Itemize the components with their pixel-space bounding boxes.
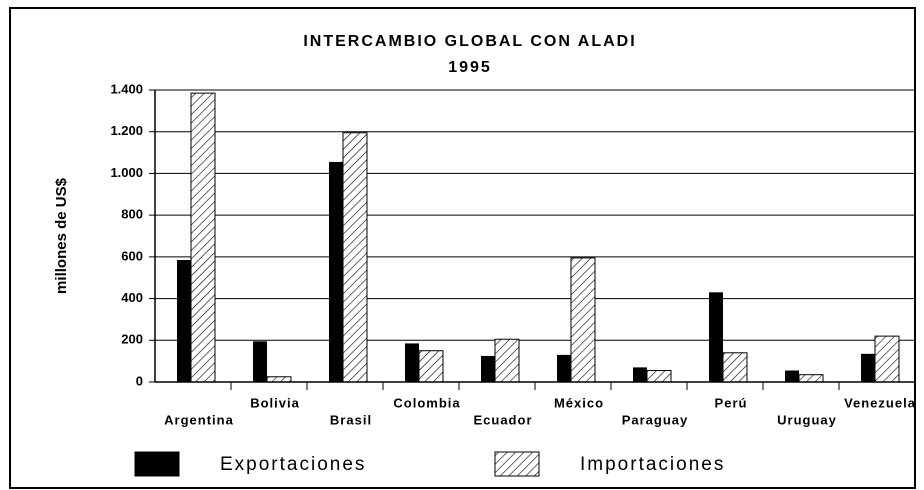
x-tick-label: Paraguay: [622, 412, 689, 427]
y-tick-label: 1.200: [110, 123, 143, 138]
legend-swatch: [134, 451, 180, 477]
x-tick-label: Colombia: [393, 395, 460, 410]
bar: [798, 374, 824, 383]
bar: [481, 355, 495, 382]
chart-subtitle: 1995: [448, 59, 492, 76]
y-tick-label: 1.400: [110, 81, 143, 96]
y-tick-label: 600: [121, 248, 143, 263]
x-tick-label: Venezuela: [844, 395, 916, 410]
bar: [253, 341, 267, 382]
chart-frame: [9, 7, 916, 489]
chart-title: INTERCAMBIO GLOBAL CON ALADI: [303, 33, 636, 50]
bar: [342, 132, 368, 383]
bar: [418, 350, 444, 383]
bar: [709, 292, 723, 382]
legend-label: Exportaciones: [220, 454, 366, 475]
y-tick-label: 0: [136, 373, 143, 388]
bar: [494, 338, 520, 383]
bar: [646, 370, 672, 383]
y-tick-label: 400: [121, 290, 143, 305]
x-tick-label: Argentina: [164, 412, 234, 427]
bar: [557, 354, 571, 382]
bar: [874, 335, 900, 383]
bar: [329, 161, 343, 382]
legend-label: Importaciones: [580, 454, 725, 475]
y-tick-label: 800: [121, 207, 143, 222]
x-tick-label: Bolivia: [250, 395, 300, 410]
y-tick-label: 1.000: [110, 165, 143, 180]
x-tick-label: Perú: [715, 395, 748, 410]
bar: [785, 370, 799, 382]
x-tick-label: Ecuador: [473, 412, 532, 427]
bar: [266, 376, 292, 383]
bar: [861, 353, 875, 382]
bar: [633, 367, 647, 382]
x-tick-label: Uruguay: [777, 412, 837, 427]
bar: [405, 343, 419, 382]
legend-swatch: [494, 451, 540, 477]
x-tick-label: México: [554, 395, 604, 410]
bar: [190, 92, 216, 383]
bar: [570, 257, 596, 383]
bar: [177, 259, 191, 382]
y-axis-label: millones de US$: [53, 177, 70, 294]
x-tick-label: Brasil: [330, 412, 372, 427]
bar: [722, 352, 748, 383]
y-tick-label: 200: [121, 332, 143, 347]
